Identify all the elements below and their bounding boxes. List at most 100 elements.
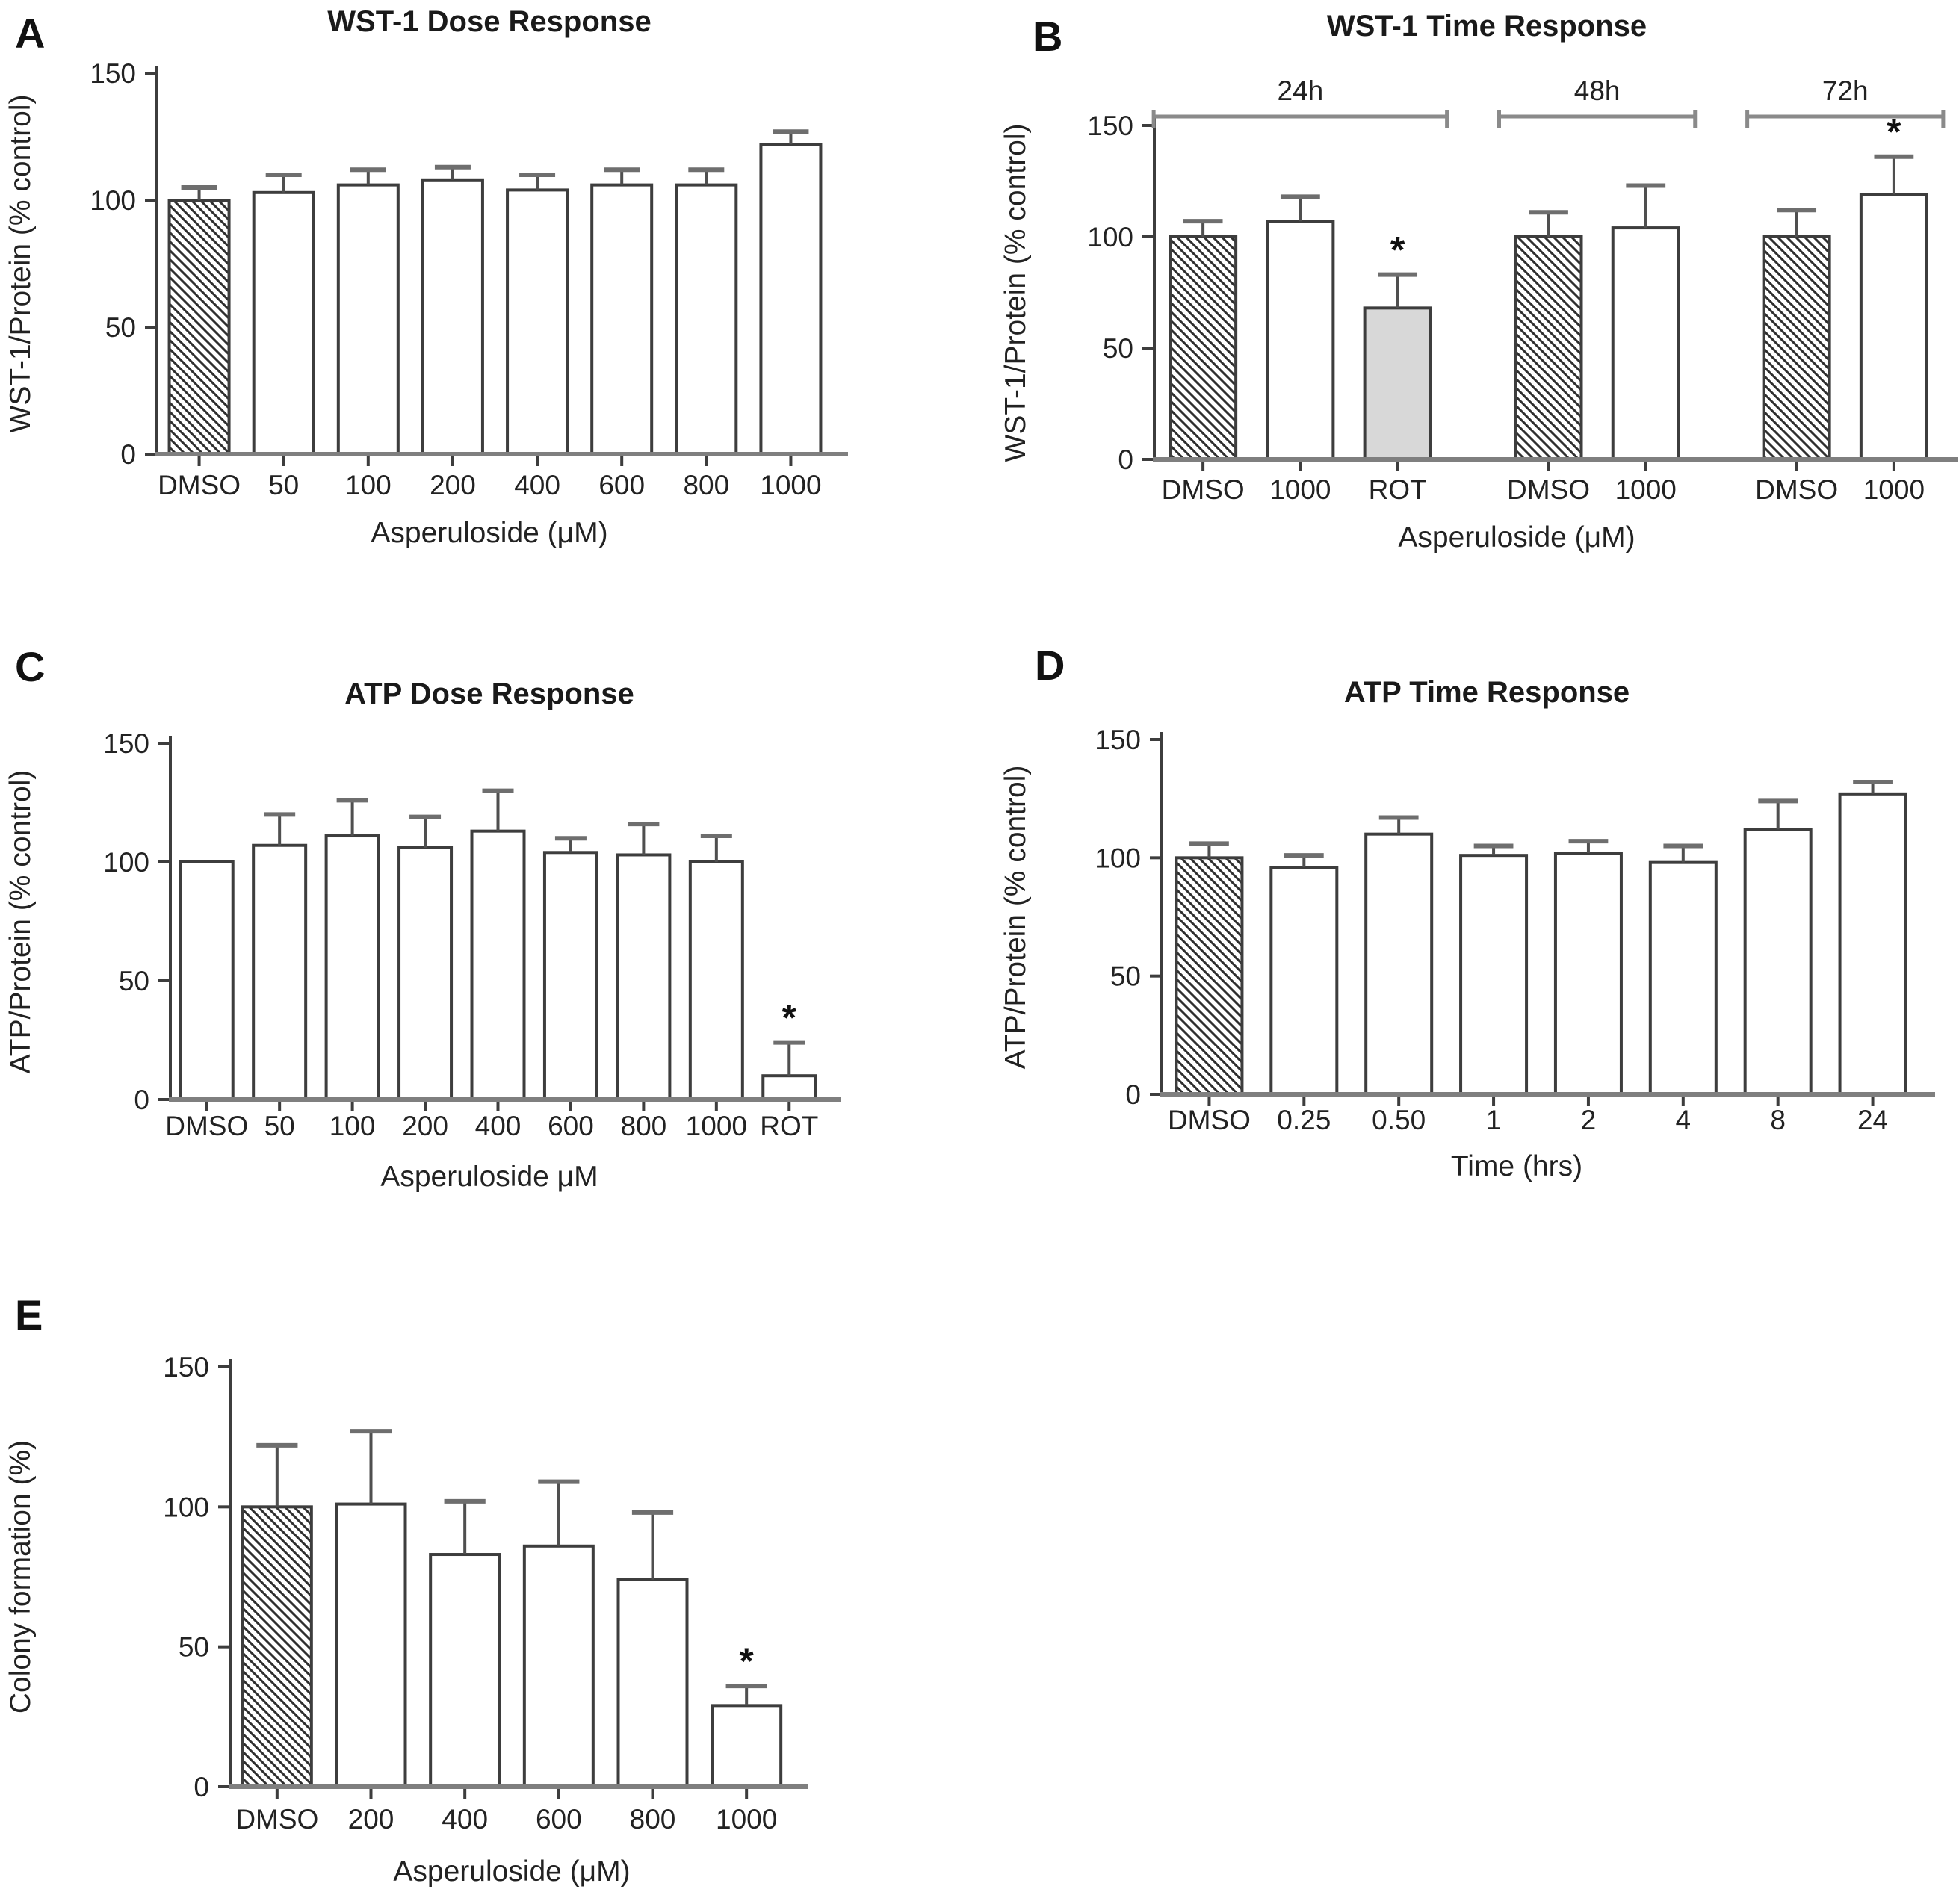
bar-4: [1648, 860, 1718, 1096]
x-tick-label: 0.50: [1372, 1105, 1426, 1135]
panel-letter-d: D: [1035, 642, 1065, 689]
bar-1: [1459, 854, 1529, 1096]
x-tick-label: 1000: [1615, 474, 1677, 505]
bar-600: [590, 183, 654, 456]
chart-title-c: ATP Dose Response: [344, 677, 634, 710]
y-axis-label-d: ATP/Protein (% control): [1000, 766, 1032, 1070]
x-tick-label: 600: [536, 1804, 582, 1835]
x-tick-label: 100: [345, 470, 392, 500]
x-tick-label: 50: [268, 470, 299, 500]
x-tick-label: 200: [348, 1804, 394, 1835]
panel-letter-c: C: [15, 643, 45, 690]
panel-letter-e: E: [15, 1291, 43, 1339]
x-tick-label: DMSO: [1755, 474, 1838, 505]
y-axis-label-e: Colony formation (%): [4, 1440, 37, 1714]
x-tick-label: 1000: [1863, 474, 1925, 505]
significance-asterisk: *: [739, 1640, 754, 1682]
bar-400: [470, 829, 526, 1101]
panel-d-atp-time-response: D ATP Time Response ATP/Protein (% contr…: [1000, 642, 1935, 1182]
x-tick-label: 24: [1857, 1105, 1888, 1135]
y-axis-label-a: WST-1/Protein (% control): [4, 95, 37, 433]
bar-200: [397, 846, 454, 1101]
bar-100: [336, 183, 400, 456]
x-tick-label: DMSO: [235, 1804, 318, 1835]
x-tick-label: DMSO: [1168, 1105, 1251, 1135]
y-tick-label: 150: [90, 58, 136, 89]
x-tick-label: 1000: [686, 1111, 747, 1141]
y-tick-label: 100: [163, 1492, 209, 1522]
group-time-label: 24h: [1278, 75, 1324, 106]
panel-e-colony-formation: E Colony formation (%) Asperuloside (μM)…: [4, 1291, 808, 1888]
bar-400: [429, 1553, 501, 1788]
x-tick-label: 1000: [1269, 474, 1331, 505]
x-tick-label: 200: [430, 470, 476, 500]
bar-1000: [711, 1704, 783, 1789]
y-tick-label: 150: [163, 1352, 209, 1383]
y-tick-label: 50: [1110, 961, 1141, 992]
bar-50: [252, 843, 308, 1101]
x-tick-label: 800: [683, 470, 729, 500]
y-tick-label: 0: [1125, 1079, 1141, 1110]
bar-1000: [1859, 193, 1928, 461]
y-tick-label: 100: [1087, 222, 1133, 252]
bar-2: [1553, 852, 1623, 1096]
x-tick-label: 800: [621, 1111, 667, 1141]
bar-1000: [688, 860, 744, 1101]
y-axis-label-b: WST-1/Protein (% control): [1000, 124, 1032, 462]
bar-DMSO: [1762, 235, 1831, 461]
y-tick-label: 150: [103, 728, 149, 759]
y-tick-label: 0: [120, 439, 136, 470]
panel-b-wst1-time-response: B WST-1 Time Response WST-1/Protein (% c…: [1000, 10, 1958, 553]
panel-a-wst1-dose-response: A WST-1 Dose Response WST-1/Protein (% c…: [4, 5, 848, 549]
bar-200: [421, 178, 484, 456]
bar-600: [522, 1544, 595, 1788]
x-tick-label: 100: [329, 1111, 376, 1141]
significance-asterisk: *: [782, 997, 797, 1039]
bar-DMSO: [179, 860, 235, 1101]
x-tick-label: 800: [630, 1804, 676, 1835]
y-tick-label: 150: [1087, 111, 1133, 141]
x-tick-label: 400: [475, 1111, 522, 1141]
chart-title-a: WST-1 Dose Response: [327, 5, 651, 38]
x-tick-label: 1000: [716, 1804, 777, 1835]
bar-ROT: [761, 1074, 817, 1102]
bar-1000: [1611, 226, 1680, 461]
y-tick-label: 0: [1118, 444, 1133, 475]
y-axis-label-c: ATP/Protein (% control): [4, 770, 37, 1074]
x-tick-label: 600: [598, 470, 645, 500]
x-tick-label: ROT: [760, 1111, 818, 1141]
y-tick-label: 0: [134, 1085, 149, 1115]
significance-asterisk: *: [1390, 229, 1405, 271]
group-time-label: 48h: [1574, 75, 1621, 106]
bar-0.50: [1364, 832, 1434, 1096]
y-tick-label: 100: [1095, 843, 1141, 873]
bar-DMSO: [1175, 856, 1244, 1096]
x-tick-label: 2: [1581, 1105, 1597, 1135]
bar-DMSO: [1169, 235, 1238, 461]
x-tick-label: ROT: [1369, 474, 1427, 505]
y-tick-label: 50: [119, 966, 149, 996]
bar-DMSO: [1514, 235, 1583, 461]
plot-area-c: 0 50 100 150 DMSO 50 100 200 400 600 800 1000 ROT *: [103, 728, 841, 1141]
significance-asterisk: *: [1887, 111, 1901, 153]
bar-1000: [759, 143, 823, 456]
bar-200: [335, 1502, 407, 1788]
bar-8: [1743, 828, 1813, 1096]
x-tick-label: 400: [514, 470, 560, 500]
x-axis-label-d: Time (hrs): [1451, 1150, 1582, 1182]
panel-letter-a: A: [15, 10, 45, 57]
x-tick-label: 50: [264, 1111, 295, 1141]
bar-24: [1838, 792, 1907, 1096]
x-axis-label-e: Asperuloside (μM): [393, 1855, 630, 1888]
bar-0.25: [1269, 866, 1339, 1096]
x-tick-label: 200: [402, 1111, 448, 1141]
bar-50: [252, 190, 315, 456]
x-axis-label-c: Asperuloside μM: [380, 1161, 598, 1193]
y-tick-label: 0: [194, 1772, 209, 1802]
y-tick-label: 50: [1103, 333, 1133, 364]
y-tick-label: 150: [1095, 725, 1141, 755]
plot-area-e: 0 50 100 150 DMSO 200 400 600 800 1000 *: [163, 1352, 808, 1835]
bar-100: [324, 834, 380, 1101]
